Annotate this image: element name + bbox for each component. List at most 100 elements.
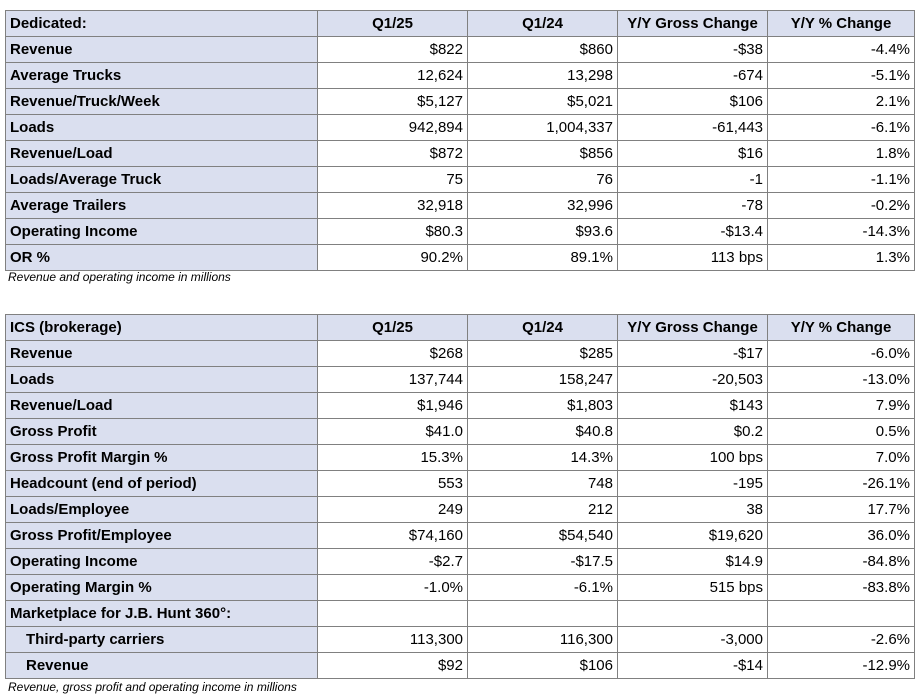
table-row: Gross Profit/Employee $74,160 $54,540 $1… (5, 522, 915, 549)
cell-q1-25: 942,894 (317, 114, 468, 141)
row-label: Revenue/Truck/Week (5, 88, 318, 115)
cell-q1-24 (467, 600, 618, 627)
cell-q1-25: 32,918 (317, 192, 468, 219)
cell-q1-25: $268 (317, 340, 468, 367)
header-yy-gross-change: Y/Y Gross Change (617, 10, 768, 37)
cell-q1-24: 1,004,337 (467, 114, 618, 141)
cell-q1-25: 75 (317, 166, 468, 193)
cell-gross-change: $14.9 (617, 548, 768, 575)
cell-q1-24: -$17.5 (467, 548, 618, 575)
cell-q1-25: $822 (317, 36, 468, 63)
row-label: Gross Profit (5, 418, 318, 445)
row-label: OR % (5, 244, 318, 271)
row-label: Loads (5, 114, 318, 141)
cell-pct-change: -6.1% (767, 114, 915, 141)
cell-q1-24: $285 (467, 340, 618, 367)
header-yy-gross-change: Y/Y Gross Change (617, 314, 768, 341)
table-row: Operating Income $80.3 $93.6 -$13.4 -14.… (5, 218, 915, 245)
row-label: Marketplace for J.B. Hunt 360°: (5, 600, 318, 627)
cell-q1-24: $40.8 (467, 418, 618, 445)
table-row: Loads 137,744 158,247 -20,503 -13.0% (5, 366, 915, 393)
cell-pct-change: 36.0% (767, 522, 915, 549)
table-row: Gross Profit Margin % 15.3% 14.3% 100 bp… (5, 444, 915, 471)
cell-q1-24: $93.6 (467, 218, 618, 245)
cell-q1-25: 137,744 (317, 366, 468, 393)
cell-q1-25: $92 (317, 652, 468, 679)
cell-q1-24: $5,021 (467, 88, 618, 115)
header-section-title: ICS (brokerage) (5, 314, 318, 341)
cell-q1-24: 212 (467, 496, 618, 523)
cell-pct-change: 7.0% (767, 444, 915, 471)
cell-q1-25: $74,160 (317, 522, 468, 549)
table-row: Third-party carriers 113,300 116,300 -3,… (5, 626, 915, 653)
row-label: Revenue/Load (5, 140, 318, 167)
table-header-row: Dedicated: Q1/25 Q1/24 Y/Y Gross Change … (5, 10, 915, 37)
cell-q1-24: 32,996 (467, 192, 618, 219)
cell-gross-change: 113 bps (617, 244, 768, 271)
cell-gross-change: $106 (617, 88, 768, 115)
cell-q1-25: $80.3 (317, 218, 468, 245)
cell-q1-25: $5,127 (317, 88, 468, 115)
cell-q1-24: 13,298 (467, 62, 618, 89)
cell-q1-24: $54,540 (467, 522, 618, 549)
table-row: Operating Income -$2.7 -$17.5 $14.9 -84.… (5, 548, 915, 575)
header-q1-25: Q1/25 (317, 10, 468, 37)
table-row: Loads/Employee 249 212 38 17.7% (5, 496, 915, 523)
table-row: Marketplace for J.B. Hunt 360°: (5, 600, 915, 627)
dedicated-table: Dedicated: Q1/25 Q1/24 Y/Y Gross Change … (5, 10, 915, 271)
cell-pct-change: 1.8% (767, 140, 915, 167)
cell-q1-25: $872 (317, 140, 468, 167)
header-q1-24: Q1/24 (467, 10, 618, 37)
row-label: Operating Margin % (5, 574, 318, 601)
cell-q1-24: $106 (467, 652, 618, 679)
cell-pct-change: -12.9% (767, 652, 915, 679)
cell-q1-24: 158,247 (467, 366, 618, 393)
row-label: Revenue (5, 36, 318, 63)
row-label: Operating Income (5, 218, 318, 245)
row-label: Operating Income (5, 548, 318, 575)
cell-q1-25: -$2.7 (317, 548, 468, 575)
cell-gross-change: -3,000 (617, 626, 768, 653)
cell-pct-change: -5.1% (767, 62, 915, 89)
cell-gross-change: -20,503 (617, 366, 768, 393)
row-label: Average Trailers (5, 192, 318, 219)
table-row: Revenue $822 $860 -$38 -4.4% (5, 36, 915, 63)
cell-gross-change: $19,620 (617, 522, 768, 549)
row-label: Gross Profit/Employee (5, 522, 318, 549)
cell-q1-24: $1,803 (467, 392, 618, 419)
table-header-row: ICS (brokerage) Q1/25 Q1/24 Y/Y Gross Ch… (5, 314, 915, 341)
cell-pct-change: -84.8% (767, 548, 915, 575)
cell-pct-change (767, 600, 915, 627)
header-q1-25: Q1/25 (317, 314, 468, 341)
cell-gross-change: -674 (617, 62, 768, 89)
header-yy-pct-change: Y/Y % Change (767, 314, 915, 341)
table-row: Headcount (end of period) 553 748 -195 -… (5, 470, 915, 497)
table-row: Loads 942,894 1,004,337 -61,443 -6.1% (5, 114, 915, 141)
table-row: OR % 90.2% 89.1% 113 bps 1.3% (5, 244, 915, 271)
cell-gross-change: -78 (617, 192, 768, 219)
cell-pct-change: 7.9% (767, 392, 915, 419)
cell-gross-change: -195 (617, 470, 768, 497)
table-row: Operating Margin % -1.0% -6.1% 515 bps -… (5, 574, 915, 601)
table-row: Loads/Average Truck 75 76 -1 -1.1% (5, 166, 915, 193)
cell-gross-change: -61,443 (617, 114, 768, 141)
row-label: Loads/Employee (5, 496, 318, 523)
header-q1-24: Q1/24 (467, 314, 618, 341)
cell-q1-25 (317, 600, 468, 627)
row-label: Revenue (5, 340, 318, 367)
cell-q1-25: 553 (317, 470, 468, 497)
row-label: Loads/Average Truck (5, 166, 318, 193)
table-row: Revenue/Load $1,946 $1,803 $143 7.9% (5, 392, 915, 419)
table-row: Revenue/Truck/Week $5,127 $5,021 $106 2.… (5, 88, 915, 115)
ics-footnote: Revenue, gross profit and operating inco… (8, 680, 297, 694)
cell-q1-24: $860 (467, 36, 618, 63)
table-row: Average Trailers 32,918 32,996 -78 -0.2% (5, 192, 915, 219)
cell-pct-change: -0.2% (767, 192, 915, 219)
table-row: Average Trucks 12,624 13,298 -674 -5.1% (5, 62, 915, 89)
cell-q1-24: 76 (467, 166, 618, 193)
cell-pct-change: -26.1% (767, 470, 915, 497)
cell-q1-24: 116,300 (467, 626, 618, 653)
cell-q1-25: 12,624 (317, 62, 468, 89)
cell-q1-24: 89.1% (467, 244, 618, 271)
cell-pct-change: -13.0% (767, 366, 915, 393)
